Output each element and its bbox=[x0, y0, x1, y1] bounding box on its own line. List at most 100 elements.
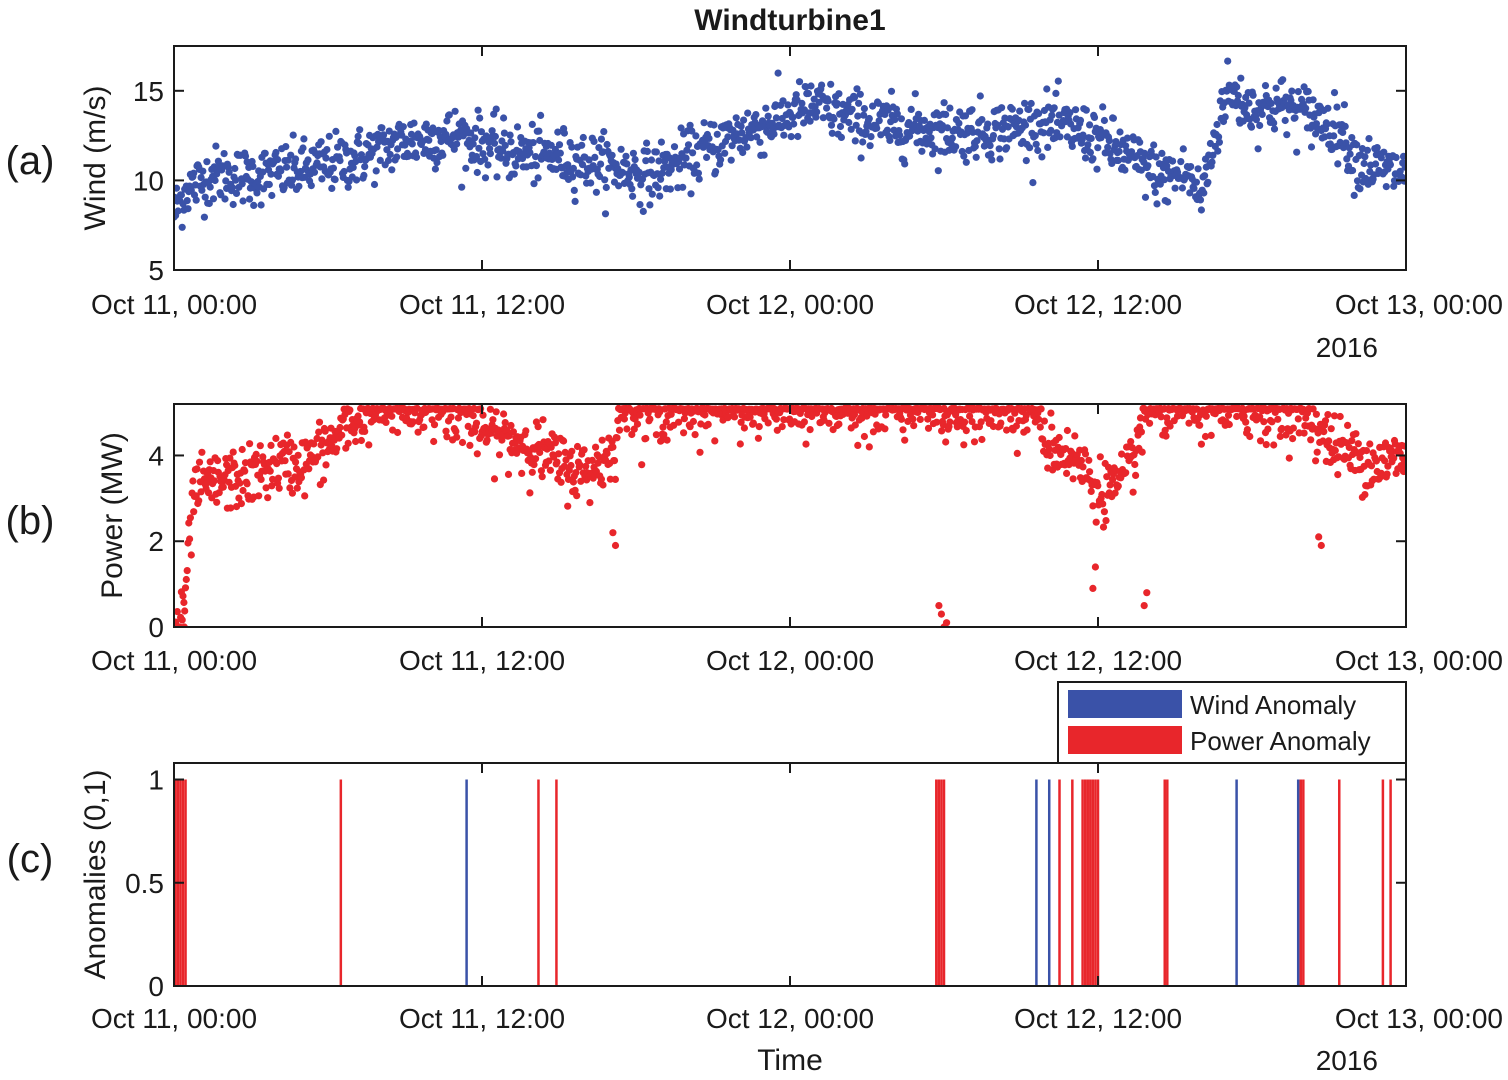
data-point bbox=[322, 154, 330, 162]
data-point bbox=[1043, 85, 1051, 93]
data-point bbox=[195, 458, 204, 466]
data-point bbox=[197, 174, 205, 182]
data-point bbox=[1247, 123, 1256, 131]
data-point bbox=[962, 427, 970, 435]
data-point bbox=[572, 469, 580, 477]
data-point bbox=[181, 607, 189, 615]
data-point bbox=[454, 414, 462, 422]
data-point bbox=[638, 461, 646, 469]
data-point bbox=[773, 426, 781, 434]
data-point bbox=[1099, 103, 1107, 111]
data-point bbox=[474, 106, 482, 114]
data-point bbox=[657, 138, 666, 146]
data-point bbox=[1036, 423, 1044, 431]
data-point bbox=[336, 157, 344, 165]
data-point bbox=[410, 119, 418, 127]
data-point bbox=[1045, 445, 1053, 453]
data-point bbox=[660, 431, 668, 439]
y-tick-label: 15 bbox=[133, 76, 164, 107]
data-point bbox=[1164, 198, 1172, 206]
data-point bbox=[961, 112, 970, 120]
data-point bbox=[827, 121, 836, 129]
data-point bbox=[1187, 163, 1195, 171]
data-point bbox=[1197, 206, 1205, 214]
data-point bbox=[764, 419, 772, 427]
data-point bbox=[597, 160, 605, 168]
data-point bbox=[555, 156, 563, 164]
data-point bbox=[534, 423, 542, 431]
data-point bbox=[322, 461, 330, 469]
data-point bbox=[1129, 488, 1137, 496]
y-axis-label: Anomalies (0,1) bbox=[79, 769, 112, 979]
data-point bbox=[1213, 120, 1221, 129]
data-point bbox=[1098, 490, 1106, 499]
data-point bbox=[372, 167, 380, 175]
data-point bbox=[452, 427, 460, 435]
data-point bbox=[472, 419, 481, 427]
data-point bbox=[491, 132, 499, 141]
x-tick-label: Oct 11, 12:00 bbox=[399, 1003, 565, 1034]
data-point bbox=[317, 138, 325, 146]
data-point bbox=[752, 111, 760, 119]
data-point bbox=[828, 129, 836, 137]
data-point bbox=[214, 457, 222, 465]
data-point bbox=[597, 475, 606, 483]
data-point bbox=[1264, 425, 1272, 433]
data-point bbox=[484, 161, 492, 169]
data-point bbox=[464, 422, 472, 430]
data-point bbox=[962, 158, 970, 166]
data-point bbox=[837, 133, 846, 141]
data-point bbox=[219, 483, 227, 491]
data-point bbox=[190, 169, 198, 177]
data-point bbox=[1143, 589, 1151, 597]
data-point bbox=[408, 140, 416, 148]
data-point bbox=[667, 410, 675, 418]
data-point bbox=[1392, 153, 1400, 162]
data-point bbox=[1361, 153, 1369, 161]
data-point bbox=[292, 458, 300, 466]
data-point bbox=[376, 156, 384, 164]
data-point bbox=[352, 437, 360, 446]
data-point bbox=[1333, 103, 1341, 111]
data-point bbox=[918, 147, 926, 155]
data-point bbox=[600, 128, 608, 136]
data-point bbox=[970, 438, 979, 446]
data-point bbox=[924, 424, 933, 432]
data-point bbox=[1029, 179, 1037, 187]
data-point bbox=[174, 184, 181, 192]
data-point bbox=[1224, 57, 1232, 65]
data-point bbox=[232, 189, 241, 197]
data-point bbox=[1325, 437, 1333, 445]
data-point bbox=[553, 458, 561, 466]
data-point bbox=[1336, 412, 1344, 421]
data-point bbox=[639, 207, 647, 215]
data-point bbox=[1044, 143, 1052, 151]
data-point bbox=[694, 169, 703, 177]
data-point bbox=[557, 478, 565, 486]
data-point bbox=[186, 514, 194, 522]
data-point bbox=[1111, 489, 1119, 497]
data-point bbox=[677, 124, 685, 132]
x-tick-label: Oct 11, 12:00 bbox=[399, 289, 565, 320]
data-point bbox=[378, 124, 386, 132]
data-point bbox=[701, 411, 709, 419]
data-point bbox=[223, 461, 231, 469]
y-tick-label: 4 bbox=[148, 440, 164, 471]
data-point bbox=[1109, 114, 1117, 122]
x-tick-label: Oct 13, 00:00 bbox=[1335, 1003, 1503, 1034]
data-point bbox=[1099, 523, 1108, 531]
data-point bbox=[760, 151, 768, 159]
data-point bbox=[1052, 89, 1060, 97]
data-point bbox=[388, 412, 396, 420]
data-point bbox=[633, 420, 642, 428]
data-point bbox=[1140, 602, 1148, 610]
data-point bbox=[629, 149, 638, 157]
data-point bbox=[492, 408, 500, 416]
data-point bbox=[754, 434, 763, 442]
data-point bbox=[301, 492, 309, 500]
data-point bbox=[1141, 193, 1150, 201]
data-point bbox=[178, 223, 186, 231]
data-point bbox=[231, 461, 239, 470]
panel-a: 5 10 15 Oct 11, 00:00 Oct 11, 12:00 Oct 12, 0… bbox=[6, 45, 1503, 363]
data-point bbox=[835, 420, 843, 428]
